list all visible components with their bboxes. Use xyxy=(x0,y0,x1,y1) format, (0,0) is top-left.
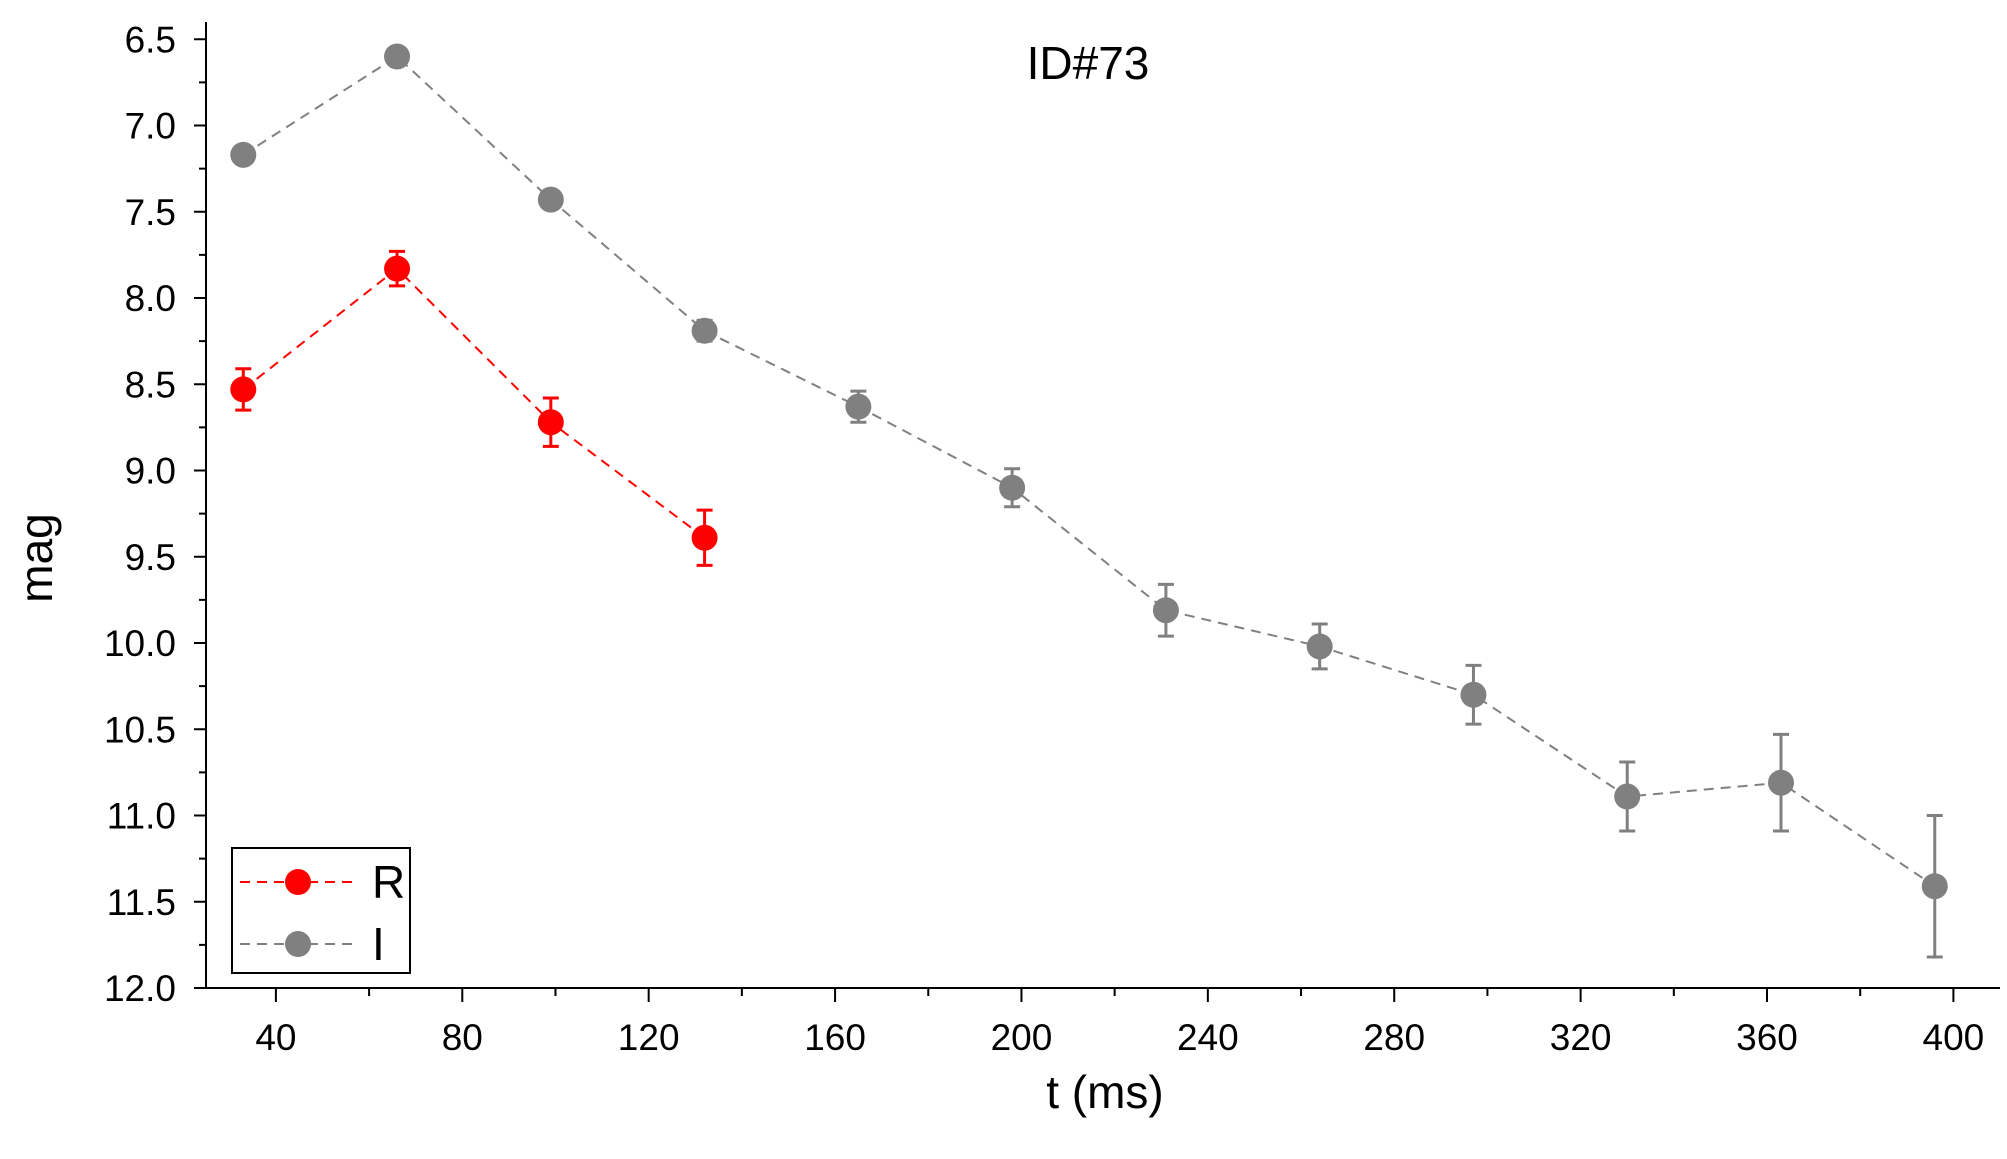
y-tick-label: 7.5 xyxy=(125,192,176,233)
x-axis-title: t (ms) xyxy=(1046,1066,1164,1118)
y-tick-label: 6.5 xyxy=(125,19,176,60)
x-tick-label: 400 xyxy=(1923,1017,1985,1058)
x-tick-label: 240 xyxy=(1177,1017,1239,1058)
data-point-i xyxy=(1306,633,1333,660)
legend-marker-r xyxy=(285,869,311,895)
series-r xyxy=(230,249,718,567)
y-tick-label: 12.0 xyxy=(104,968,176,1009)
series-line-i xyxy=(242,55,1936,888)
data-point-i xyxy=(691,317,718,344)
y-tick-label: 9.0 xyxy=(125,451,176,492)
data-point-i xyxy=(537,186,564,213)
y-axis: 6.5 7.0 7.5 8.0 8.5 9.0 9.5 10.0 10.5 11.0 11.5 12.… xyxy=(104,19,206,1009)
x-tick-label: 120 xyxy=(618,1017,680,1058)
data-point-i xyxy=(1460,681,1487,708)
x-tick-label: 80 xyxy=(442,1017,483,1058)
data-point-r xyxy=(384,255,411,282)
x-tick-label: 360 xyxy=(1736,1017,1798,1058)
data-point-r xyxy=(691,524,718,551)
x-tick-label: 40 xyxy=(255,1017,296,1058)
legend-item-r: R xyxy=(240,856,405,908)
chart-title: ID#73 xyxy=(1027,37,1150,89)
data-point-r xyxy=(537,409,564,436)
legend-marker-i xyxy=(285,931,311,957)
x-axis: 40 80 120 160 200 240 280 320 360 400 xyxy=(255,988,1984,1058)
data-point-i xyxy=(1767,769,1794,796)
legend: R I xyxy=(231,847,411,974)
data-point-i xyxy=(1152,597,1179,624)
data-point-i xyxy=(845,393,872,420)
data-point-i xyxy=(384,43,411,70)
data-point-i xyxy=(1921,873,1948,900)
series-layer xyxy=(230,43,1948,959)
y-axis-title: mag xyxy=(10,513,62,602)
y-tick-label: 10.5 xyxy=(104,709,176,750)
x-tick-label: 280 xyxy=(1363,1017,1425,1058)
x-tick-label: 320 xyxy=(1550,1017,1612,1058)
y-tick-label: 11.5 xyxy=(107,882,176,923)
legend-label-r: R xyxy=(372,856,405,908)
y-tick-label: 10.0 xyxy=(104,623,176,664)
x-tick-label: 160 xyxy=(804,1017,866,1058)
y-tick-label: 11.0 xyxy=(107,796,176,837)
data-point-r xyxy=(230,376,257,403)
y-tick-label: 8.5 xyxy=(125,364,176,405)
data-point-i xyxy=(230,141,257,168)
legend-label-i: I xyxy=(372,918,385,970)
series-line-r xyxy=(242,267,706,539)
plot-frame xyxy=(205,22,2000,989)
data-point-i xyxy=(1614,783,1641,810)
legend-item-i: I xyxy=(240,918,385,970)
legend-box xyxy=(231,847,411,974)
series-i xyxy=(230,43,1948,959)
y-tick-label: 9.5 xyxy=(125,537,176,578)
y-tick-label: 8.0 xyxy=(125,278,176,319)
data-point-i xyxy=(999,474,1026,501)
x-tick-label: 200 xyxy=(991,1017,1053,1058)
y-tick-label: 7.0 xyxy=(125,106,176,147)
